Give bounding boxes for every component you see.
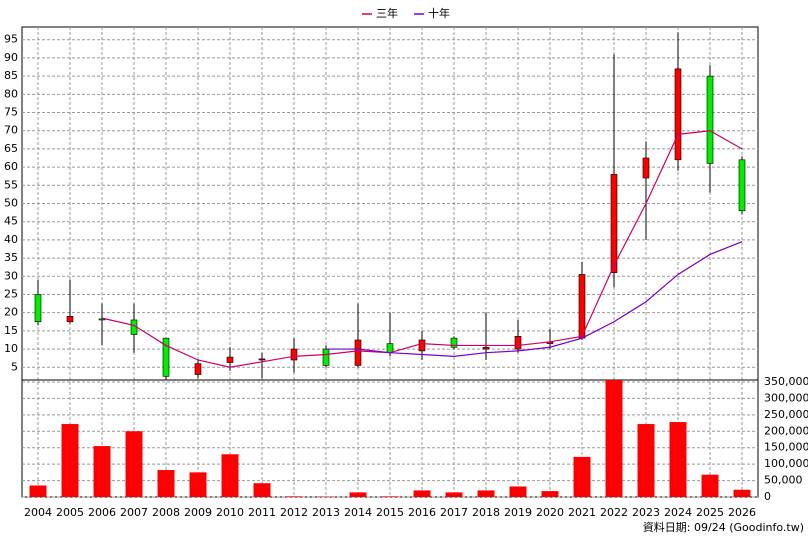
- y-tick-label: 35: [4, 251, 18, 264]
- volume-bar: [350, 492, 367, 497]
- volume-bar: [158, 470, 175, 497]
- candle-body: [291, 349, 297, 360]
- y-tick-label: 95: [4, 33, 18, 46]
- x-tick-label: 2021: [568, 506, 596, 519]
- legend-label: 三年: [376, 6, 398, 20]
- candle-body: [739, 160, 745, 211]
- y2-tick-label: 200,000: [764, 424, 808, 437]
- x-tick-label: 2014: [344, 506, 372, 519]
- y-tick-label: 10: [4, 342, 18, 355]
- candle-body: [323, 349, 329, 365]
- volume-bar: [126, 431, 143, 497]
- y2-tick-label: 350,000: [764, 375, 808, 388]
- candle-body: [515, 336, 521, 349]
- legend-label: 十年: [428, 6, 450, 20]
- x-tick-label: 2023: [632, 506, 660, 519]
- y-tick-label: 75: [4, 106, 18, 119]
- volume-bar: [382, 496, 399, 497]
- footnote: 資料日期: 09/24 (Goodinfo.tw): [643, 520, 804, 534]
- y-tick-label: 40: [4, 233, 18, 246]
- candle-body: [387, 344, 393, 353]
- volume-bar: [638, 424, 655, 497]
- x-tick-label: 2017: [440, 506, 468, 519]
- x-tick-label: 2006: [88, 506, 116, 519]
- x-tick-label: 2011: [248, 506, 276, 519]
- y-tick-label: 90: [4, 51, 18, 64]
- x-tick-label: 2004: [24, 506, 52, 519]
- x-tick-label: 2019: [504, 506, 532, 519]
- x-tick-label: 2012: [280, 506, 308, 519]
- y-tick-label: 25: [4, 287, 18, 300]
- volume-bar: [62, 424, 79, 497]
- volume-bar: [574, 457, 591, 497]
- candle-body: [227, 357, 233, 362]
- x-tick-label: 2022: [600, 506, 628, 519]
- volume-bar: [254, 483, 271, 497]
- candle-body: [67, 316, 73, 321]
- candle-body: [195, 364, 201, 375]
- y2-tick-label: 50,000: [764, 474, 803, 487]
- y-tick-label: 55: [4, 178, 18, 191]
- x-tick-label: 2016: [408, 506, 436, 519]
- volume-bar: [446, 492, 463, 497]
- volume-bar: [734, 490, 751, 497]
- y2-tick-label: 0: [764, 490, 771, 503]
- volume-bar: [702, 475, 719, 497]
- x-tick-label: 2010: [216, 506, 244, 519]
- x-tick-label: 2018: [472, 506, 500, 519]
- volume-bar: [542, 491, 559, 497]
- y-tick-label: 5: [11, 360, 18, 373]
- x-tick-label: 2005: [56, 506, 84, 519]
- candle-body: [419, 340, 425, 351]
- candle-body: [707, 76, 713, 163]
- candle-body: [611, 174, 617, 272]
- candle-body: [643, 158, 649, 178]
- x-tick-label: 2008: [152, 506, 180, 519]
- y2-tick-label: 250,000: [764, 408, 808, 421]
- volume-bar: [94, 446, 111, 497]
- volume-bar: [190, 472, 207, 497]
- x-tick-label: 2024: [664, 506, 692, 519]
- x-tick-label: 2025: [696, 506, 724, 519]
- x-tick-label: 2007: [120, 506, 148, 519]
- y-tick-label: 30: [4, 269, 18, 282]
- x-tick-label: 2020: [536, 506, 564, 519]
- y-tick-label: 15: [4, 324, 18, 337]
- x-tick-label: 2013: [312, 506, 340, 519]
- y-tick-label: 80: [4, 87, 18, 100]
- candle-body: [355, 340, 361, 365]
- x-tick-label: 2015: [376, 506, 404, 519]
- y-tick-label: 65: [4, 142, 18, 155]
- x-tick-label: 2009: [184, 506, 212, 519]
- y-tick-label: 50: [4, 197, 18, 210]
- volume-bar: [510, 486, 527, 497]
- volume-bar: [30, 485, 47, 497]
- candle-body: [483, 347, 489, 349]
- candle-body: [579, 274, 585, 338]
- candle-body: [35, 294, 41, 321]
- volume-bar: [606, 380, 623, 497]
- volume-bar: [670, 422, 687, 497]
- volume-bar: [286, 496, 303, 497]
- volume-bar: [222, 454, 239, 497]
- candle-body: [675, 69, 681, 160]
- y2-tick-label: 300,000: [764, 391, 808, 404]
- y-tick-label: 60: [4, 160, 18, 173]
- y2-tick-label: 100,000: [764, 457, 808, 470]
- candle-body: [259, 359, 265, 360]
- volume-bar: [414, 490, 431, 497]
- volume-bar: [478, 490, 495, 497]
- y-tick-label: 45: [4, 215, 18, 228]
- y2-tick-label: 150,000: [764, 441, 808, 454]
- y-tick-label: 20: [4, 306, 18, 319]
- x-tick-label: 2026: [728, 506, 756, 519]
- y-tick-label: 85: [4, 69, 18, 82]
- y-tick-label: 70: [4, 124, 18, 137]
